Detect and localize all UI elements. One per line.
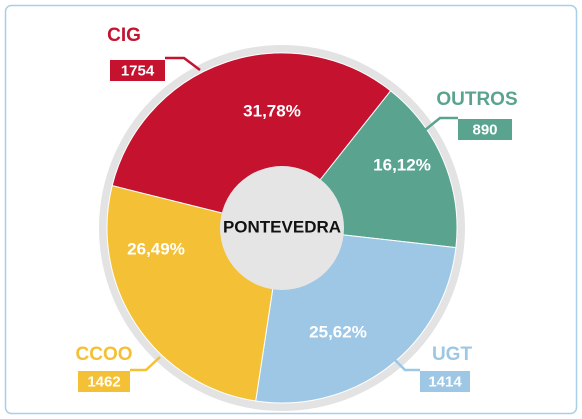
leader-line bbox=[130, 356, 161, 372]
value-label: 1754 bbox=[121, 62, 155, 79]
value-box bbox=[78, 371, 130, 392]
value-box bbox=[110, 60, 165, 81]
category-label: OUTROS bbox=[436, 89, 517, 110]
value-box bbox=[458, 119, 512, 140]
leader-line bbox=[424, 116, 458, 131]
leader-line bbox=[391, 356, 420, 372]
value-label: 890 bbox=[472, 121, 497, 138]
share-label: 31,78% bbox=[243, 101, 301, 120]
category-label: CCOO bbox=[76, 344, 133, 365]
center-disc bbox=[220, 166, 344, 290]
share-label: 25,62% bbox=[309, 322, 367, 341]
category-label: CIG bbox=[107, 25, 141, 46]
slice bbox=[111, 52, 392, 229]
category-label: UGT bbox=[432, 344, 473, 365]
value-label: 1414 bbox=[428, 373, 462, 390]
center-label: PONTEVEDRA bbox=[223, 217, 341, 236]
value-label: 1462 bbox=[87, 373, 120, 390]
share-label: 16,12% bbox=[373, 155, 431, 174]
leader-line bbox=[165, 56, 201, 71]
share-label: 26,49% bbox=[127, 239, 185, 258]
value-box bbox=[420, 371, 470, 392]
